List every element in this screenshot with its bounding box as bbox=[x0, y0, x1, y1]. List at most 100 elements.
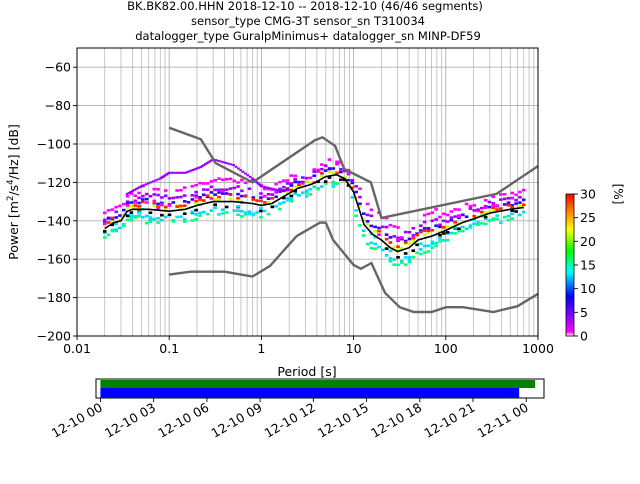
heatmap-cell bbox=[316, 168, 320, 172]
heatmap-cell bbox=[301, 184, 305, 188]
heatmap-cell bbox=[144, 221, 149, 225]
heatmap-cell bbox=[320, 163, 324, 166]
heatmap-cell bbox=[182, 220, 187, 223]
heatmap-cell bbox=[499, 207, 503, 210]
heatmap-cell-outlier bbox=[167, 171, 171, 174]
heatmap-cell bbox=[342, 169, 347, 173]
heatmap-cell bbox=[198, 199, 202, 203]
heatmap-cell bbox=[335, 182, 339, 186]
heatmap-cell bbox=[297, 194, 301, 197]
heatmap-cell bbox=[141, 200, 145, 204]
heatmap-cell bbox=[419, 229, 423, 232]
heatmap-cell bbox=[293, 192, 297, 195]
heatmap-cell-outlier bbox=[140, 185, 143, 188]
heatmap-cell bbox=[377, 226, 381, 230]
heatmap-cell bbox=[415, 232, 419, 235]
heatmap-cell bbox=[426, 231, 431, 234]
heatmap-cell-outlier bbox=[134, 188, 138, 191]
heatmap-cell bbox=[194, 199, 198, 203]
noise-models bbox=[168, 126, 538, 314]
heatmap-cell bbox=[480, 206, 484, 210]
heatmap-cell bbox=[365, 220, 370, 223]
heatmap-cell bbox=[377, 229, 381, 233]
heatmap-cell bbox=[403, 239, 408, 243]
heatmap-cell bbox=[133, 194, 138, 198]
heatmap-cell bbox=[312, 168, 317, 171]
heatmap-cell bbox=[358, 224, 362, 227]
plot-frame bbox=[76, 47, 539, 337]
heatmap-cell bbox=[388, 259, 393, 263]
heatmap-cell bbox=[141, 194, 145, 198]
heatmap-cell bbox=[373, 229, 377, 233]
heatmap-cell bbox=[213, 203, 218, 206]
heatmap-cell bbox=[106, 217, 111, 220]
heatmap-cell bbox=[175, 189, 179, 192]
heatmap-cell bbox=[221, 192, 225, 195]
heatmap-cell bbox=[518, 190, 522, 194]
heatmap-cell bbox=[301, 176, 305, 179]
heatmap-cell bbox=[316, 180, 320, 184]
heatmap-cell bbox=[110, 208, 115, 211]
heatmap-cell bbox=[251, 212, 256, 216]
heatmap-cell bbox=[259, 206, 263, 210]
heatmap-cell bbox=[133, 204, 138, 207]
y-tick-label: −160 bbox=[37, 252, 71, 267]
heatmap-cell-outlier bbox=[185, 171, 189, 174]
heatmap-cell bbox=[365, 242, 370, 246]
heatmap-cell bbox=[327, 170, 332, 174]
heatmap-cell bbox=[312, 170, 317, 174]
heatmap-cell bbox=[445, 238, 450, 242]
heatmap-cell bbox=[419, 242, 423, 246]
heatmap-cell bbox=[320, 185, 324, 188]
colorbar-tick-label: 15 bbox=[580, 258, 596, 273]
heatmap-cell bbox=[125, 218, 130, 222]
heatmap-cell bbox=[483, 222, 488, 226]
heatmap-cell bbox=[434, 208, 438, 211]
plot-area bbox=[77, 48, 538, 336]
heatmap-cell bbox=[236, 196, 240, 200]
heatmap-cell bbox=[217, 188, 221, 192]
heatmap-cell bbox=[125, 200, 130, 203]
title-line-3: datalogger_type GuralpMinimus+ datalogge… bbox=[135, 29, 481, 43]
heatmap-cell bbox=[110, 216, 115, 220]
heatmap-cell bbox=[221, 188, 225, 192]
heatmap-cell bbox=[121, 222, 126, 226]
heatmap-cell bbox=[209, 197, 214, 200]
heatmap-cell bbox=[331, 185, 336, 188]
heatmap-cell bbox=[445, 231, 450, 234]
heatmap-cell bbox=[392, 263, 397, 266]
heatmap-cell bbox=[293, 189, 297, 193]
heatmap-cell bbox=[346, 178, 351, 182]
heatmap-cell-outlier bbox=[142, 184, 146, 187]
heatmap-cell bbox=[278, 187, 282, 191]
heatmap-cell bbox=[323, 182, 328, 185]
heatmap-cell bbox=[102, 222, 107, 226]
heatmap-cell bbox=[483, 206, 488, 209]
heatmap-cell bbox=[430, 240, 435, 244]
heatmap-cell bbox=[152, 193, 157, 196]
heatmap-cell bbox=[438, 215, 442, 219]
heatmap-cell-outlier bbox=[129, 191, 133, 193]
heatmap-cell bbox=[422, 244, 427, 248]
heatmap-cell bbox=[419, 230, 423, 234]
coverage-bar bbox=[100, 388, 520, 398]
heatmap-cell bbox=[354, 185, 358, 188]
mode-curve-line bbox=[104, 173, 524, 253]
heatmap-cell bbox=[327, 158, 332, 161]
heatmap-cell bbox=[217, 195, 221, 199]
heatmap-cell bbox=[373, 247, 377, 250]
heatmap-cell bbox=[304, 195, 309, 198]
heatmap-cell bbox=[487, 205, 492, 209]
heatmap-cell bbox=[464, 215, 469, 219]
heatmap-cell bbox=[327, 176, 332, 179]
heatmap-cell bbox=[419, 252, 423, 256]
heatmap-cell bbox=[304, 189, 309, 192]
heatmap-cell bbox=[521, 198, 526, 202]
heatmap-cell bbox=[240, 209, 244, 213]
heatmap-cell bbox=[422, 213, 427, 217]
heatmap-cell bbox=[457, 229, 461, 233]
heatmap-cell bbox=[190, 198, 195, 201]
heatmap-cell bbox=[339, 178, 343, 182]
heatmap-cell bbox=[384, 254, 389, 257]
heatmap-cell bbox=[472, 222, 477, 226]
